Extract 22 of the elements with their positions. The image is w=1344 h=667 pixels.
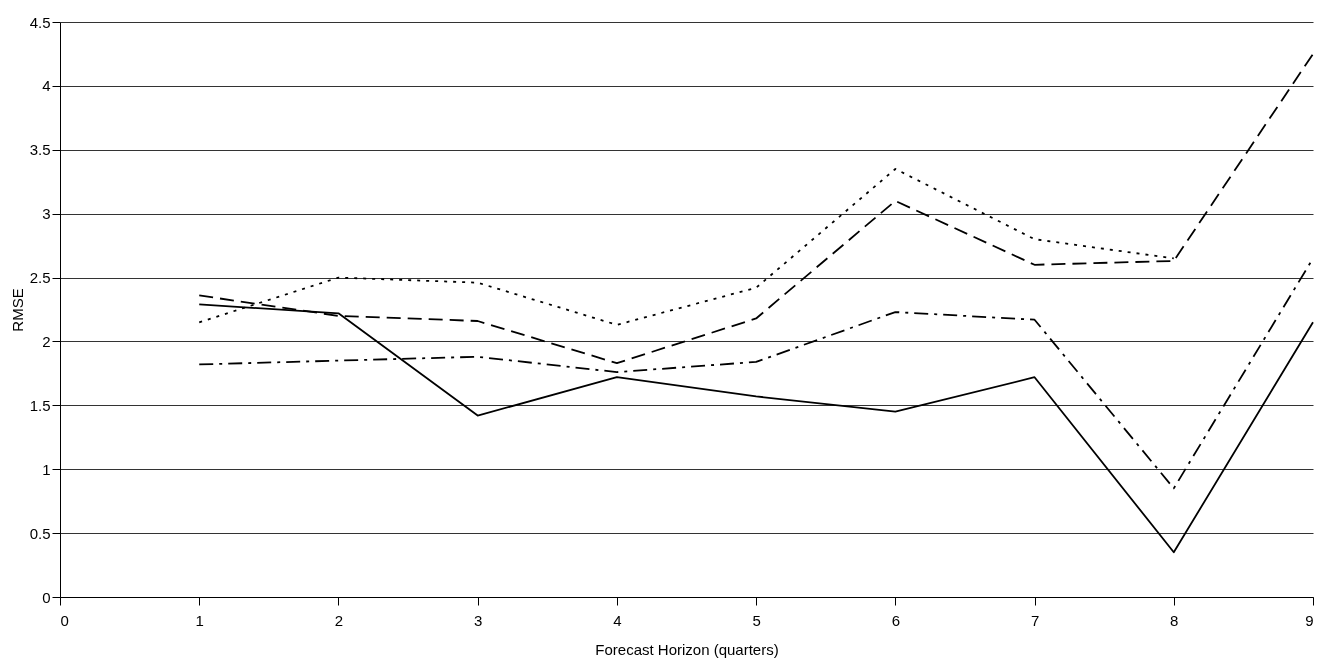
x-tick-label: 2 bbox=[334, 611, 344, 629]
y-tick-label: 4.5 bbox=[29, 13, 51, 31]
y-axis-title: RMSE bbox=[8, 288, 26, 332]
y-tick-label: 2.5 bbox=[29, 269, 51, 287]
x-tick-label: 8 bbox=[1170, 611, 1179, 629]
y-tick-label: 3.5 bbox=[29, 141, 51, 159]
y-tick-label: 2 bbox=[42, 332, 51, 350]
x-tick-label: 9 bbox=[1305, 611, 1314, 629]
y-tick-label: 3 bbox=[42, 205, 51, 223]
x-tick-label: 5 bbox=[752, 611, 761, 629]
y-tick-label: 1.5 bbox=[29, 396, 51, 414]
y-tick-label: 0.5 bbox=[29, 524, 51, 542]
x-tick-label: 1 bbox=[195, 611, 204, 629]
x-tick-label: 0 bbox=[60, 611, 69, 629]
x-axis-title: Forecast Horizon (quarters) bbox=[595, 640, 779, 658]
x-tick-label: 7 bbox=[1030, 611, 1040, 629]
y-tick-label: 4 bbox=[42, 77, 51, 95]
x-tick-label: 6 bbox=[891, 611, 901, 629]
x-tick-label: 3 bbox=[473, 611, 483, 629]
y-tick-label: 1 bbox=[42, 460, 51, 478]
y-tick-label: 0 bbox=[42, 588, 51, 606]
x-tick-label: 4 bbox=[613, 611, 622, 629]
